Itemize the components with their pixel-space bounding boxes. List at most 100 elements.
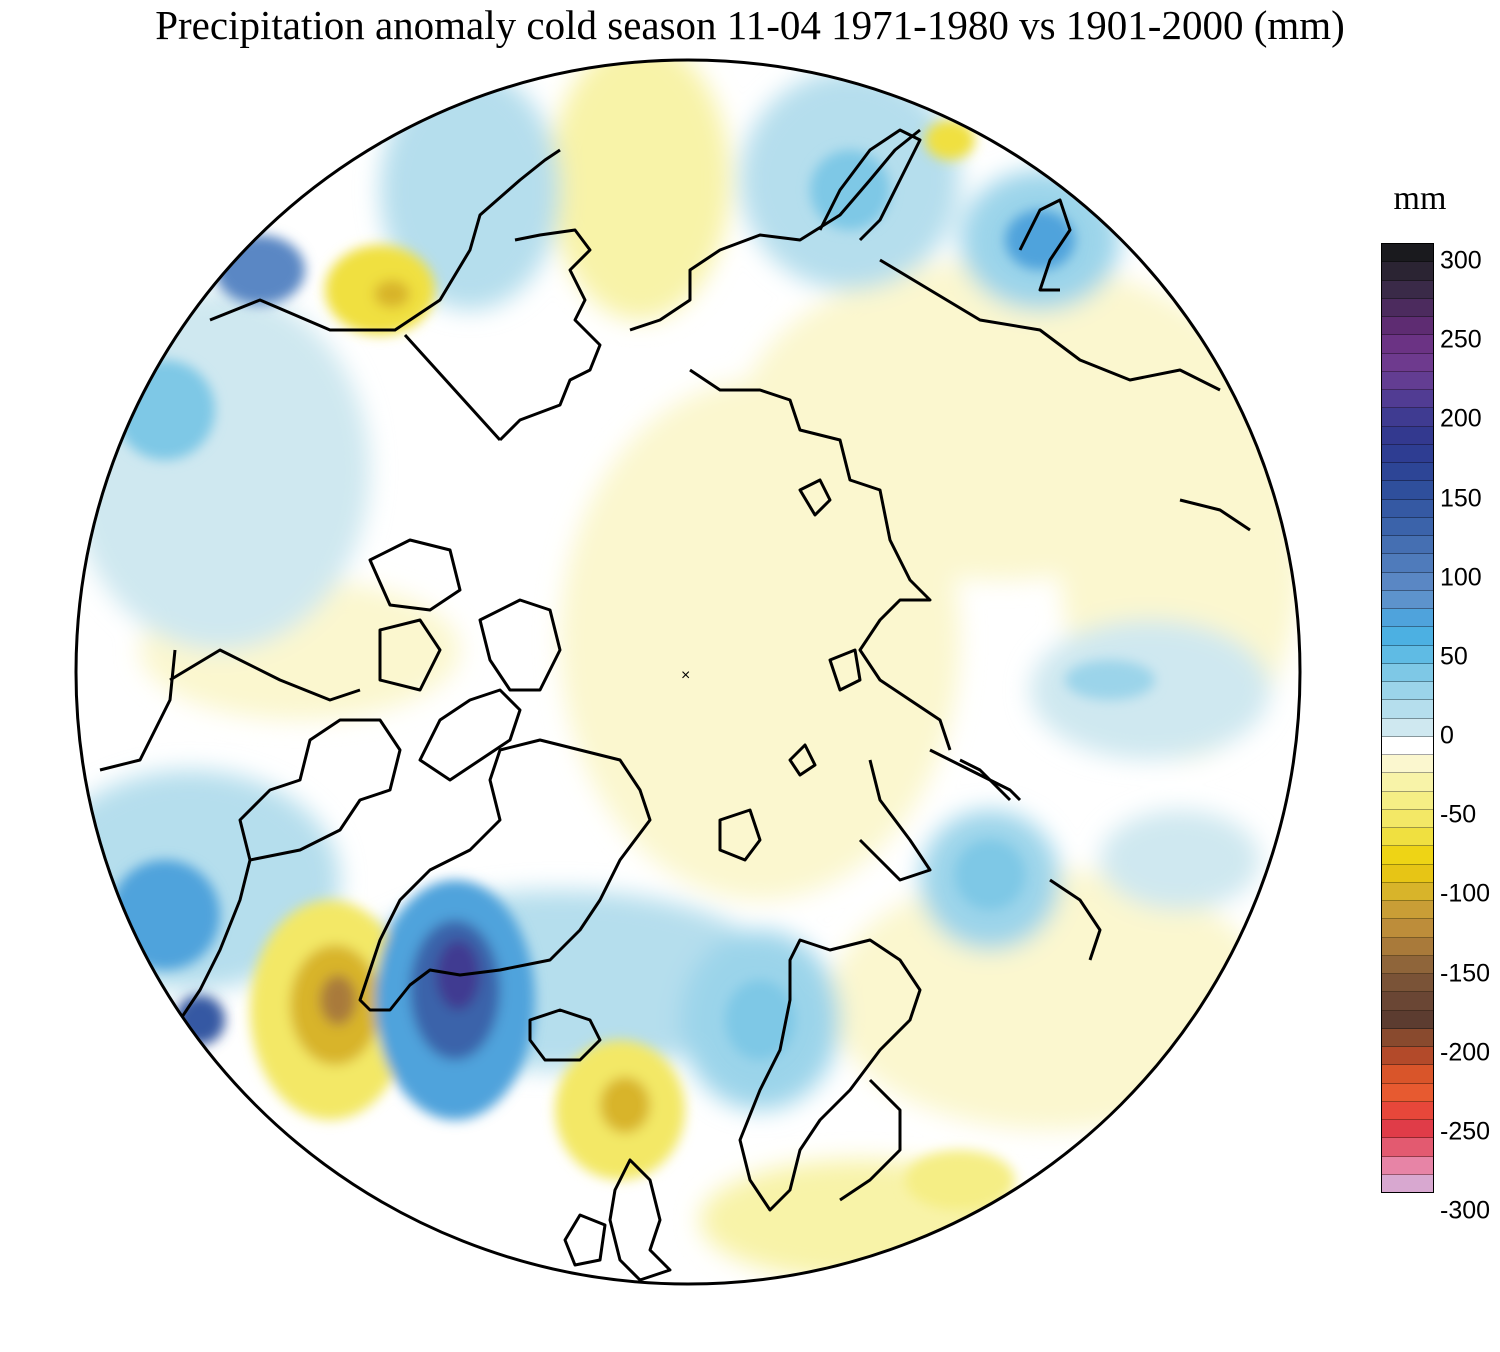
legend-swatch: [1382, 882, 1433, 901]
legend-swatch: [1382, 463, 1433, 482]
anomaly-europe-yellow-spot: [905, 1150, 1015, 1210]
anomaly-alaska-gold: [374, 280, 410, 308]
legend-tick-label: -200: [1440, 1038, 1491, 1067]
coast-taymyr: [858, 759, 932, 882]
legend-swatch: [1382, 353, 1433, 372]
chart-title: Precipitation anomaly cold season 11-04 …: [155, 2, 1345, 48]
legend-swatch: [1382, 663, 1433, 682]
legend-tick-label: -150: [1440, 959, 1491, 987]
legend-swatch: [1382, 317, 1433, 336]
anomaly-florida-blue: [175, 995, 225, 1045]
legend-swatch: [1382, 791, 1433, 810]
legend-swatch: [1382, 335, 1433, 354]
legend-swatch: [1382, 627, 1433, 646]
coast-alaska-north: [498, 228, 602, 442]
legend-swatch: [1382, 846, 1433, 865]
anomaly-southasia-blue: [1100, 810, 1260, 910]
legend-swatch: [1382, 773, 1433, 792]
legend-tick-label: 250: [1440, 325, 1482, 354]
coast-newsiberian: [798, 478, 832, 517]
anomaly-extremes: [110, 120, 1155, 1210]
legend-tick-label: -100: [1440, 879, 1491, 908]
legend-swatch: [1382, 1047, 1433, 1066]
legend-swatch: [1382, 244, 1433, 263]
legend-swatch: [1382, 408, 1433, 427]
legend-tick-label: -50: [1440, 800, 1477, 829]
legend-swatch: [1382, 536, 1433, 555]
legend-swatch: [1382, 590, 1433, 609]
legend-swatch: [1382, 755, 1433, 774]
coast-canada-north: [169, 648, 361, 702]
anomaly-pacific-yellow-spot: [925, 120, 975, 160]
legend-tick-label: 0: [1440, 721, 1454, 750]
legend-swatch: [1382, 499, 1433, 518]
legend-swatch: [1382, 974, 1433, 993]
coast-caspian: [1049, 878, 1102, 961]
legend-swatch: [1382, 1083, 1433, 1102]
coast-scandinavia: [738, 938, 922, 1212]
legend-swatch: [1382, 901, 1433, 920]
coast-novaya-zemlya: [959, 758, 1012, 802]
legend-swatch: [1382, 864, 1433, 883]
legend-swatch: [1382, 426, 1433, 445]
anomaly-nordic-darkblue: [725, 980, 795, 1060]
legend-swatch: [1382, 481, 1433, 500]
legend-tick-label: 50: [1440, 642, 1468, 671]
legend-swatch: [1382, 517, 1433, 536]
anomaly-centralasia-darkblue: [1065, 660, 1155, 700]
legend-swatch: [1382, 736, 1433, 755]
coast-banks: [378, 618, 442, 692]
anomaly-pacific-yellow: [550, 60, 730, 320]
legend-swatch: [1382, 572, 1433, 591]
legend-tick-label: 150: [1440, 484, 1482, 512]
border-alaska-yukon: [403, 333, 502, 442]
anomaly-northamerica-blue: [76, 290, 370, 650]
legend-swatch: [1382, 1156, 1433, 1175]
legend-swatch: [1382, 1120, 1433, 1139]
anomaly-japan-darkblue: [1005, 210, 1075, 270]
coast-victoria: [368, 538, 462, 612]
coast-greenland: [358, 738, 652, 1012]
legend-swatch: [1382, 1101, 1433, 1120]
legend-tick-label: 200: [1440, 404, 1482, 433]
legend-swatch: [1382, 554, 1433, 573]
legend-swatch: [1382, 1174, 1433, 1192]
legend-swatch: [1382, 262, 1433, 281]
coast-baffin: [418, 688, 522, 782]
coast-ellesmere: [478, 598, 562, 692]
coast-pacific-asia: [879, 258, 1221, 392]
anomaly-northatlantic-gold: [600, 1077, 650, 1133]
legend-swatch: [1382, 919, 1433, 938]
coast-baltic: [839, 1078, 902, 1202]
coast-franz-josef: [788, 743, 817, 777]
legend-swatch: [1382, 609, 1433, 628]
legend-swatch: [1382, 1010, 1433, 1029]
anomaly-kamchatka-darkblue: [810, 150, 890, 230]
legend-swatch: [1382, 1065, 1433, 1084]
anomaly-pacificnw-blue: [115, 360, 215, 460]
legend-swatch: [1382, 1138, 1433, 1157]
coast-alaska: [209, 148, 561, 332]
coast-eastsiberia: [689, 368, 952, 751]
legend-swatch: [1382, 371, 1433, 390]
lake-balkhash: [1179, 498, 1251, 532]
coast-japan: [1018, 198, 1072, 292]
legend-swatch: [1382, 298, 1433, 317]
color-legend: [1381, 243, 1434, 1193]
legend-unit: mm: [1393, 180, 1447, 217]
legend-swatch: [1382, 645, 1433, 664]
legend-tick-label: 100: [1440, 563, 1482, 592]
legend-swatch: [1382, 828, 1433, 847]
legend-swatch: [1382, 809, 1433, 828]
coast-iceland: [528, 1008, 602, 1062]
coast-chukotka: [629, 128, 921, 332]
legend-swatch: [1382, 444, 1433, 463]
coast-ireland: [563, 1213, 607, 1267]
anomaly-alaska-blue: [380, 70, 560, 310]
legend-swatch: [1382, 390, 1433, 409]
coast-svalbard: [718, 808, 762, 862]
anomaly-westsiberia-darkblue: [955, 840, 1025, 910]
map-boundary: [74, 58, 1302, 1286]
anomaly-labrador-brown: [320, 975, 356, 1025]
